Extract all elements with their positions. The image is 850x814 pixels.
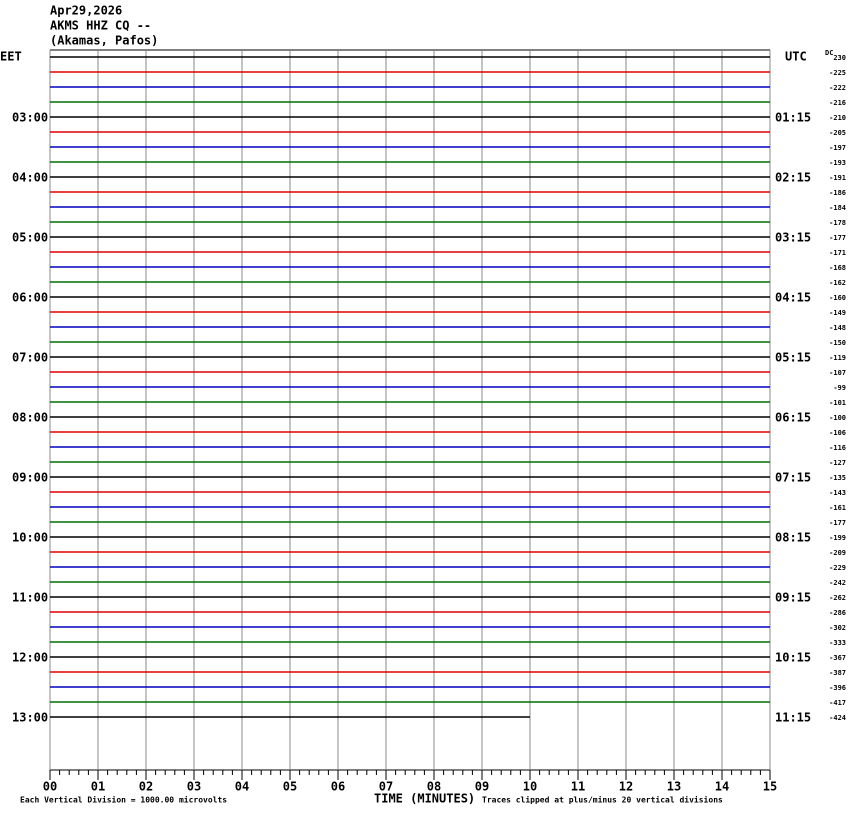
dc-value: -209 — [829, 549, 846, 557]
dc-value: -222 — [829, 84, 846, 92]
x-tick-label: 10 — [523, 780, 537, 794]
dc-value: -387 — [829, 669, 846, 677]
local-time: 09:00 — [12, 471, 48, 485]
dc-value: -186 — [829, 189, 846, 197]
dc-value: -424 — [829, 714, 846, 722]
dc-value: -197 — [829, 144, 846, 152]
x-tick-label: 11 — [571, 780, 585, 794]
local-time: 08:00 — [12, 411, 48, 425]
utc-time: 11:15 — [775, 711, 811, 725]
utc-time: 09:15 — [775, 591, 811, 605]
x-label: TIME (MINUTES) — [374, 792, 475, 806]
dc-value: -150 — [829, 339, 846, 347]
dc-value: -286 — [829, 609, 846, 617]
date: Apr29,2026 — [50, 4, 122, 18]
utc-time: 07:15 — [775, 471, 811, 485]
x-tick-label: 02 — [139, 780, 153, 794]
dc-value: 230 — [833, 54, 846, 62]
utc-time: 05:15 — [775, 351, 811, 365]
left-header: EET — [0, 50, 22, 64]
dc-value: -199 — [829, 534, 846, 542]
x-tick-label: 00 — [43, 780, 57, 794]
x-tick-label: 09 — [475, 780, 489, 794]
utc-time: 03:15 — [775, 231, 811, 245]
dc-value: -168 — [829, 264, 846, 272]
location: (Akamas, Pafos) — [50, 34, 158, 48]
x-tick-label: 03 — [187, 780, 201, 794]
dc-value: -193 — [829, 159, 846, 167]
footer-left: Each Vertical Division = 1000.00 microvo… — [20, 795, 227, 805]
local-time: 13:00 — [12, 711, 48, 725]
dc-value: -135 — [829, 474, 846, 482]
dc-value: -161 — [829, 504, 846, 512]
dc-value: -225 — [829, 69, 846, 77]
dc-value: -178 — [829, 219, 846, 227]
local-time: 06:00 — [12, 291, 48, 305]
dc-value: -116 — [829, 444, 846, 452]
x-tick-label: 01 — [91, 780, 105, 794]
x-tick-label: 14 — [715, 780, 729, 794]
dc-value: -242 — [829, 579, 846, 587]
dc-value: -177 — [829, 234, 846, 242]
x-tick-label: 07 — [379, 780, 393, 794]
dc-value: -184 — [829, 204, 846, 212]
dc-value: -101 — [829, 399, 846, 407]
dc-value: -106 — [829, 429, 846, 437]
utc-time: 10:15 — [775, 651, 811, 665]
dc-value: -171 — [829, 249, 846, 257]
local-time: 10:00 — [12, 531, 48, 545]
right-header: UTC — [785, 50, 807, 64]
dc-value: -100 — [829, 414, 846, 422]
x-tick-label: 04 — [235, 780, 249, 794]
dc-value: -149 — [829, 309, 846, 317]
utc-time: 06:15 — [775, 411, 811, 425]
dc-value: -177 — [829, 519, 846, 527]
local-time: 03:00 — [12, 111, 48, 125]
x-tick-label: 06 — [331, 780, 345, 794]
dc-value: -127 — [829, 459, 846, 467]
dc-value: -367 — [829, 654, 846, 662]
dc-value: -148 — [829, 324, 846, 332]
dc-value: -302 — [829, 624, 846, 632]
dc-value: -262 — [829, 594, 846, 602]
utc-time: 04:15 — [775, 291, 811, 305]
local-time: 11:00 — [12, 591, 48, 605]
footer-right: Traces clipped at plus/minus 20 vertical… — [482, 795, 723, 805]
dc-value: -107 — [829, 369, 846, 377]
dc-value: -99 — [833, 384, 846, 392]
dc-value: -229 — [829, 564, 846, 572]
utc-time: 02:15 — [775, 171, 811, 185]
x-tick-label: 08 — [427, 780, 441, 794]
dc-value: -210 — [829, 114, 846, 122]
dc-value: -119 — [829, 354, 846, 362]
local-time: 07:00 — [12, 351, 48, 365]
dc-value: -216 — [829, 99, 846, 107]
local-time: 05:00 — [12, 231, 48, 245]
dc-value: -417 — [829, 699, 846, 707]
dc-value: -143 — [829, 489, 846, 497]
local-time: 04:00 — [12, 171, 48, 185]
x-tick-label: 12 — [619, 780, 633, 794]
station: AKMS HHZ CQ -- — [50, 19, 151, 33]
dc-value: -333 — [829, 639, 846, 647]
x-tick-label: 05 — [283, 780, 297, 794]
dc-value: -191 — [829, 174, 846, 182]
dc-value: -162 — [829, 279, 846, 287]
utc-time: 08:15 — [775, 531, 811, 545]
dc-value: -396 — [829, 684, 846, 692]
x-tick-label: 13 — [667, 780, 681, 794]
utc-time: 01:15 — [775, 111, 811, 125]
dc-value: -160 — [829, 294, 846, 302]
dc-value: -205 — [829, 129, 846, 137]
x-tick-label: 15 — [763, 780, 777, 794]
dc-header: DC — [825, 49, 833, 57]
local-time: 12:00 — [12, 651, 48, 665]
